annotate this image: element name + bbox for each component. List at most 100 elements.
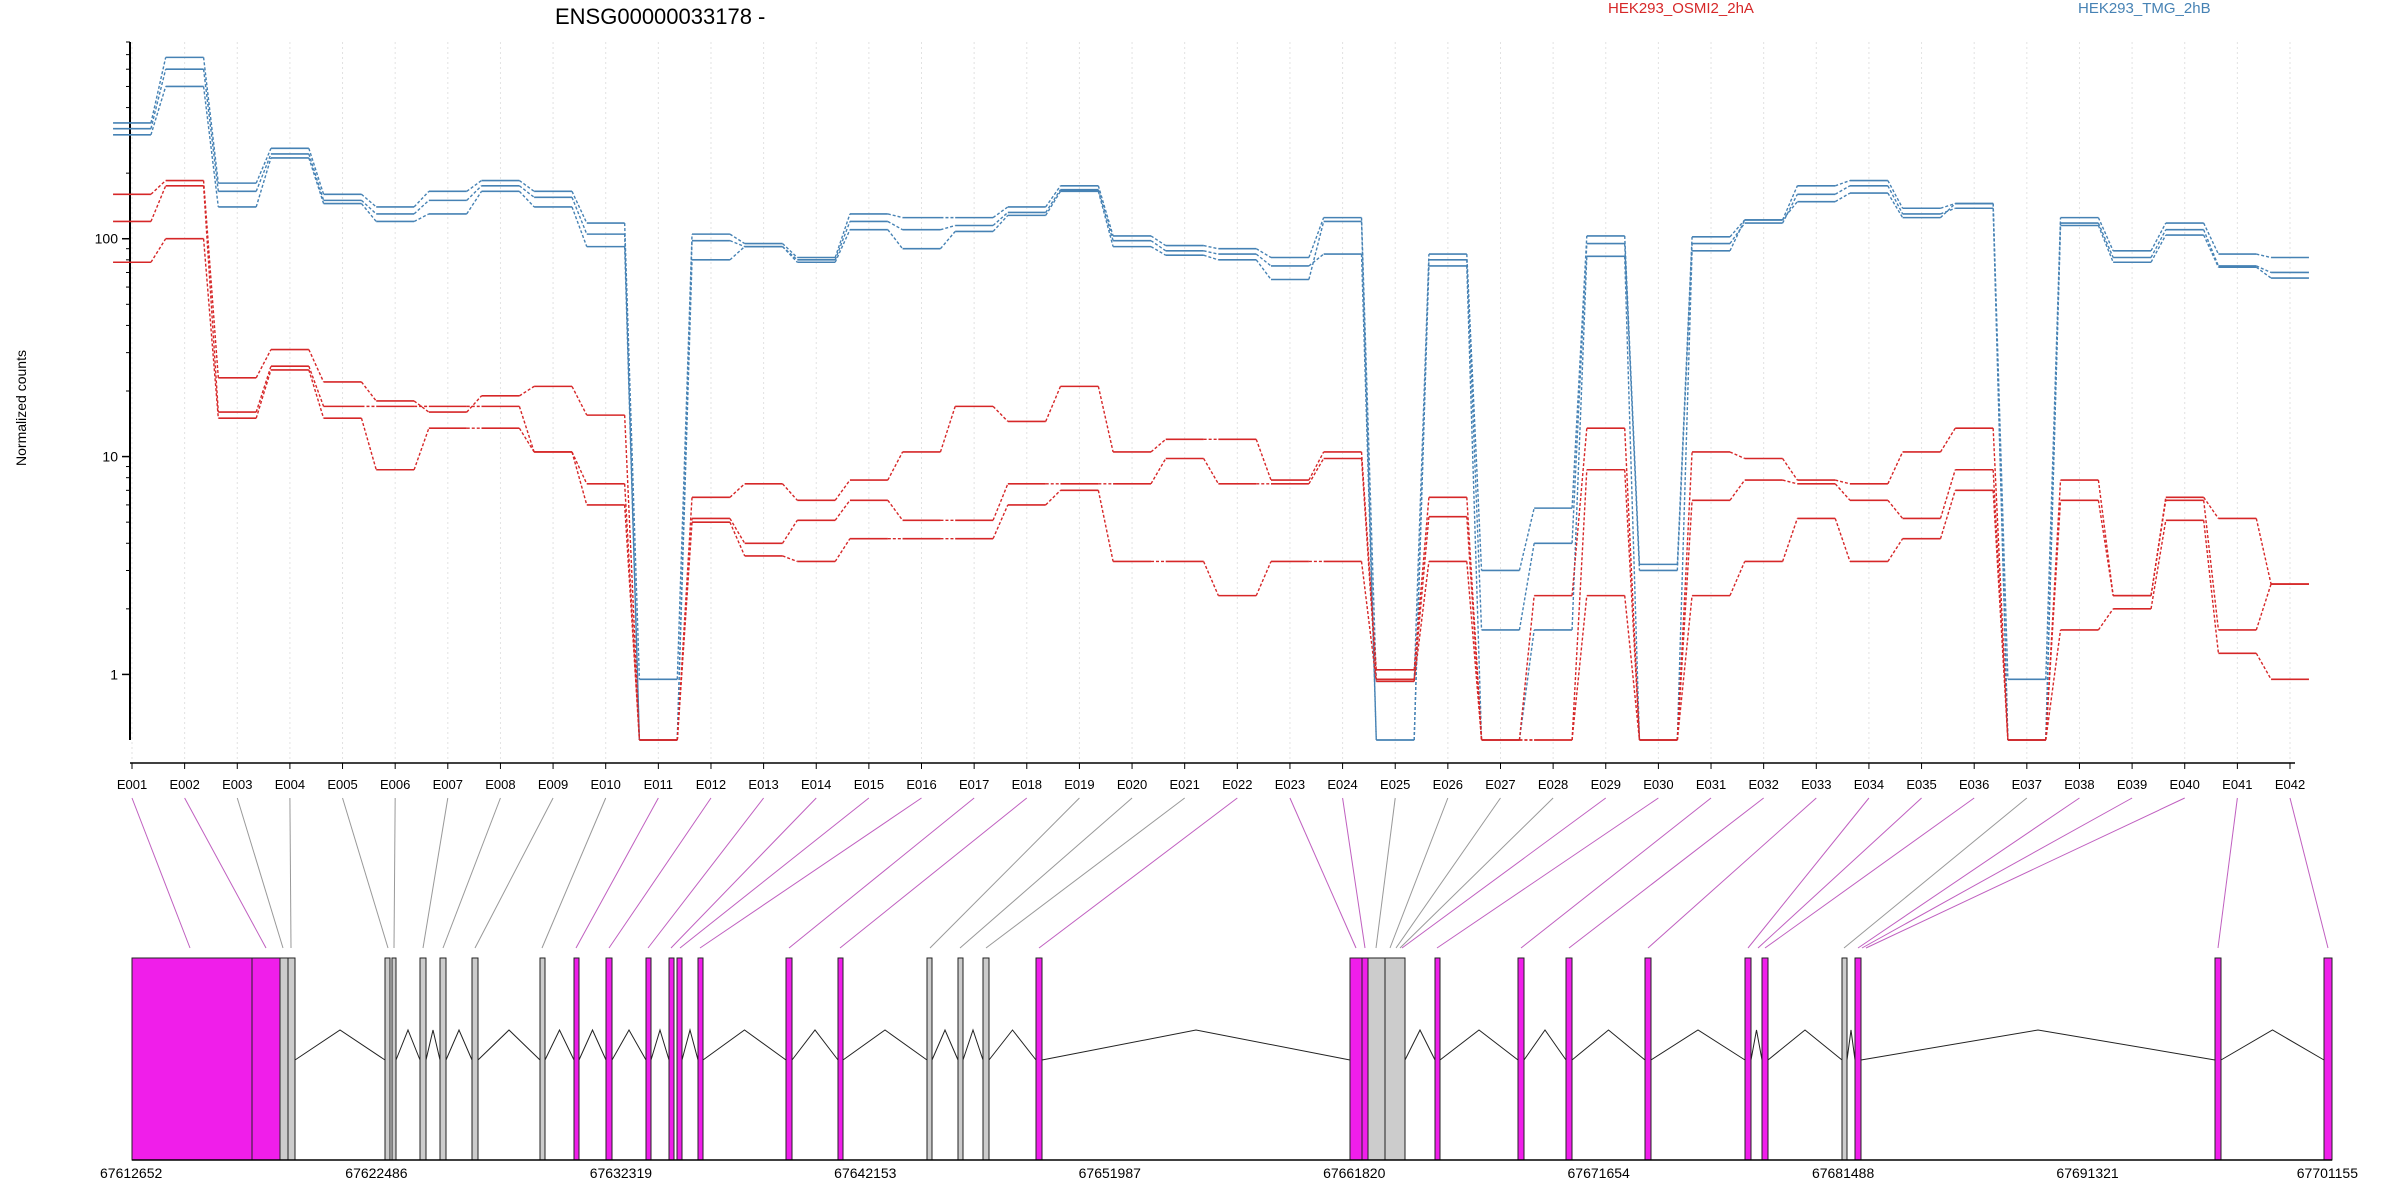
series-connector — [782, 243, 798, 259]
series-connector — [1255, 439, 1272, 481]
series-connector — [2256, 253, 2272, 259]
exon-connector-line — [839, 797, 1028, 949]
series-1 — [113, 56, 2309, 683]
intron-line — [544, 1028, 575, 1061]
series-connector — [1518, 629, 1535, 741]
series-connector — [1887, 185, 1904, 215]
series-connector — [571, 191, 588, 224]
exon-connector-line — [1401, 797, 1607, 949]
series-connector — [1887, 451, 1904, 485]
x-tick-label: E022 — [1222, 777, 1252, 792]
series-connector — [2202, 500, 2220, 631]
series-2 — [113, 68, 2309, 741]
series-connector — [887, 220, 903, 231]
x-tick-label: E007 — [433, 777, 463, 792]
series-connector — [571, 197, 588, 235]
x-tick-label: E030 — [1643, 777, 1673, 792]
intron-line — [1439, 1029, 1519, 1061]
exon-connector-line — [1375, 797, 1396, 949]
series-connector — [939, 230, 956, 250]
series-connector — [1097, 189, 1114, 241]
series-connector — [1834, 192, 1851, 203]
exon-connector-line — [788, 797, 975, 949]
series-connector — [782, 483, 798, 501]
series-connector — [1413, 497, 1430, 670]
series-connector — [1939, 427, 1956, 453]
series-connector — [2097, 222, 2114, 258]
x-tick-label: E041 — [2222, 777, 2252, 792]
intron-line — [842, 1029, 928, 1061]
x-tick-label: E040 — [2170, 777, 2200, 792]
series-connector — [1887, 499, 1904, 519]
series-connector — [255, 153, 272, 192]
y-axis: 1 10 100 — [95, 41, 131, 740]
series-connector — [308, 148, 325, 195]
series-connector — [1045, 386, 1062, 422]
exon-connector-line — [608, 797, 712, 949]
series-connector — [834, 221, 851, 261]
series-connector — [255, 369, 272, 419]
chart-title: ENSG00000033178 - — [555, 4, 765, 29]
intron-line — [425, 1029, 441, 1061]
exon-connector-line — [1038, 797, 1238, 949]
series-connector — [782, 246, 798, 263]
exon-connector-line — [1857, 797, 2080, 949]
series-connector — [1624, 469, 1641, 741]
series-connector — [518, 406, 535, 453]
x-tick-label: E024 — [1327, 777, 1357, 792]
intron-line — [681, 1028, 699, 1061]
intron-line — [1846, 1029, 1856, 1061]
exon-block-highlighted — [2214, 957, 2222, 1161]
series-connector — [1940, 202, 1956, 209]
intron-line — [702, 1029, 787, 1061]
series-connector — [1676, 250, 1693, 741]
exon-block-highlighted — [1434, 957, 1441, 1161]
series-connector — [1150, 235, 1167, 247]
series-connector — [1676, 595, 1693, 741]
series-connector — [360, 381, 377, 402]
exon-connector-line — [131, 797, 191, 949]
coordinate-label: 67651987 — [1079, 1165, 1142, 1181]
series-connector — [2255, 583, 2272, 631]
series-connector — [202, 57, 220, 184]
series-connector — [1413, 254, 1430, 682]
x-tick-label: E038 — [2064, 777, 2094, 792]
series-connector — [1835, 179, 1851, 187]
series-connector — [2150, 520, 2167, 609]
intron-line — [1404, 1028, 1436, 1061]
series-connector — [150, 180, 167, 195]
x-tick-label: E002 — [169, 777, 199, 792]
series-3 — [113, 85, 2309, 741]
series-connector — [2150, 222, 2167, 252]
series-connector — [1360, 221, 1377, 741]
exon-block-highlighted — [645, 957, 652, 1161]
series-connector — [676, 259, 693, 741]
series-connector — [1203, 458, 1219, 485]
intron-line — [1860, 1029, 2216, 1061]
intron-line — [791, 1029, 839, 1061]
exon-block-highlighted — [1854, 957, 1862, 1161]
series-connector — [2255, 518, 2272, 585]
exon-block-highlighted — [1349, 957, 1363, 1161]
series-connector — [782, 246, 798, 261]
series-connector — [1571, 256, 1588, 630]
exon-block-highlighted — [1035, 957, 1043, 1161]
series-connector — [2097, 217, 2114, 252]
coordinate-label: 67701155 — [2297, 1165, 2358, 1181]
series-connector — [2203, 229, 2220, 267]
series-connector — [2255, 652, 2272, 680]
series-connector — [308, 157, 325, 204]
series-connector — [1571, 428, 1588, 596]
series-connector — [1360, 561, 1377, 682]
series-connector — [782, 555, 798, 563]
series-connector — [466, 179, 482, 192]
series-connector — [360, 418, 377, 470]
coordinate-label: 67642153 — [834, 1165, 897, 1181]
x-tick-label: E031 — [1696, 777, 1726, 792]
series-connector — [1045, 185, 1062, 208]
intron-line — [1571, 1029, 1646, 1061]
series-connector — [518, 427, 535, 453]
series-connector — [308, 365, 325, 407]
series-connector — [992, 483, 1009, 521]
series-5 — [113, 184, 2309, 741]
